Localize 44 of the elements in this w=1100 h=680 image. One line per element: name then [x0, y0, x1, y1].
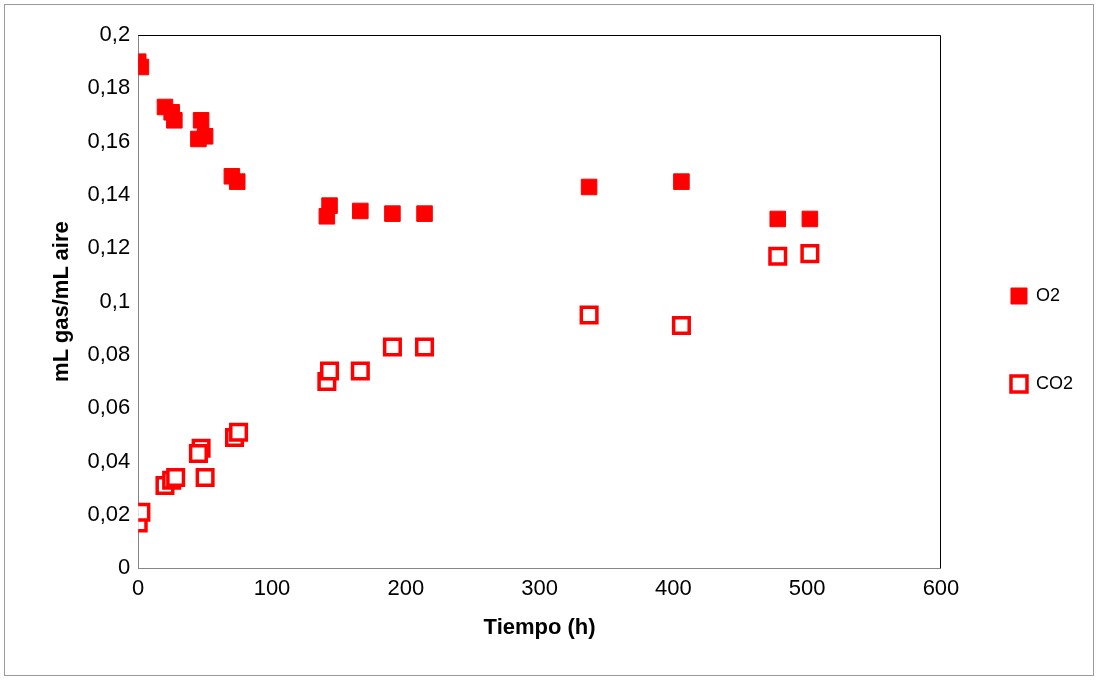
y-tick-label: 0,08 — [87, 340, 131, 366]
point — [384, 205, 401, 222]
point — [196, 128, 214, 145]
point — [382, 337, 402, 357]
legend-label: O2 — [1035, 284, 1060, 305]
x-tick-label: 200 — [387, 575, 425, 601]
y-tick-label: 0,2 — [99, 21, 131, 47]
point — [192, 112, 210, 129]
point — [579, 305, 599, 325]
point — [800, 244, 820, 264]
x-axis-title: Tiempo (h) — [483, 613, 596, 639]
y-tick-label: 0,12 — [87, 234, 131, 260]
legend-label: CO2 — [1035, 372, 1073, 393]
x-tick-label: 300 — [521, 575, 558, 601]
point — [352, 202, 369, 220]
point — [229, 422, 249, 442]
point — [768, 246, 788, 266]
x-tick-label: 100 — [253, 575, 291, 601]
point — [228, 173, 246, 190]
point — [320, 361, 340, 381]
y-tick-label: 0,14 — [87, 181, 131, 207]
point — [673, 173, 690, 190]
point — [415, 337, 435, 357]
point — [195, 468, 215, 488]
x-tick-label: 400 — [655, 575, 692, 601]
point — [416, 205, 433, 222]
point — [188, 444, 208, 464]
point — [769, 210, 787, 228]
y-axis-title: mL gas/mL aire — [48, 221, 74, 382]
point — [350, 361, 370, 381]
y-tick-label: 0,16 — [87, 127, 131, 153]
y-tick-label: 0,02 — [87, 500, 131, 526]
x-tick-label: 600 — [922, 575, 960, 601]
y-tick-label: 0,04 — [87, 447, 131, 473]
y-tick-label: 0,1 — [99, 287, 131, 313]
point — [801, 210, 819, 228]
point — [580, 178, 598, 196]
x-tick-label: 500 — [788, 575, 826, 601]
point — [321, 197, 338, 214]
point — [166, 112, 183, 129]
y-tick-label: 0 — [117, 554, 131, 580]
y-tick-label: 0,18 — [87, 74, 131, 100]
y-tick-label: 0,06 — [87, 394, 131, 420]
point — [671, 316, 691, 336]
